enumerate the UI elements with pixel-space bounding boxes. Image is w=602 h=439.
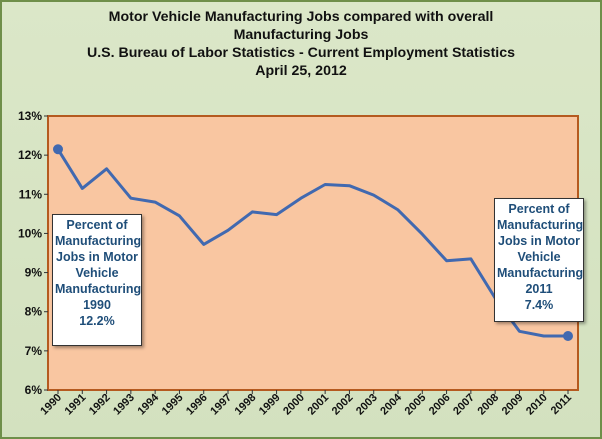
- callout-1990-line-7: 12.2%: [79, 314, 115, 328]
- callout-2011-line-4: Vehicle: [517, 250, 561, 264]
- title-line-2: Manufacturing Jobs: [233, 27, 369, 43]
- callout-1990: Percent of Manufacturing Jobs in Motor V…: [52, 214, 142, 346]
- callout-2011-line-7: 7.4%: [524, 298, 554, 312]
- x-axis: 1990199119921993199419951996199719981999…: [38, 390, 574, 417]
- x-tick-label: 1996: [184, 392, 210, 418]
- y-tick-label: 12%: [18, 148, 42, 162]
- x-tick-label: 1994: [135, 391, 161, 417]
- callout-2011-line-1: Percent of: [508, 202, 570, 216]
- y-tick-label: 8%: [25, 305, 43, 319]
- callout-2011-line-5: Manufacturing: [497, 266, 584, 280]
- y-tick-label: 9%: [25, 266, 43, 280]
- x-tick-label: 2006: [427, 392, 453, 418]
- x-tick-label: 1993: [111, 392, 137, 418]
- callout-2011: Percent of Manufacturing Jobs in Motor V…: [494, 198, 584, 322]
- title-line-1: Motor Vehicle Manufacturing Jobs compare…: [108, 9, 494, 25]
- x-tick-label: 1991: [63, 392, 89, 418]
- y-tick-label: 11%: [19, 187, 43, 201]
- x-tick-label: 1997: [208, 392, 234, 418]
- x-tick-label: 1999: [257, 392, 283, 418]
- callout-1990-line-4: Vehicle: [75, 266, 119, 280]
- title-line-3: U.S. Bureau of Labor Statistics - Curren…: [86, 45, 516, 61]
- callout-1990-line-3: Jobs in Motor: [56, 250, 138, 264]
- x-tick-label: 2007: [451, 392, 477, 418]
- title-line-4: April 25, 2012: [255, 63, 347, 79]
- y-tick-label: 6%: [25, 383, 43, 397]
- x-tick-label: 1995: [160, 392, 186, 418]
- callout-1990-line-5: Manufacturing: [55, 282, 142, 296]
- y-tick-label: 10%: [18, 226, 42, 240]
- x-tick-label: 1992: [87, 392, 113, 418]
- x-tick-label: 2001: [305, 392, 331, 418]
- y-axis: 6% 7% 8% 9% 10% 11% 12% 13%: [18, 109, 48, 397]
- callout-1990-line-6: 1990: [83, 298, 111, 312]
- x-tick-label: 2010: [524, 392, 550, 418]
- chart-title: Motor Vehicle Manufacturing Jobs compare…: [2, 8, 600, 80]
- x-tick-label: 2009: [500, 392, 526, 418]
- x-tick-label: 1998: [233, 392, 259, 418]
- callout-1990-line-1: Percent of: [66, 218, 128, 232]
- data-point-marker: [53, 144, 63, 155]
- x-tick-label: 1990: [38, 392, 64, 418]
- series-layer: [53, 144, 573, 341]
- series-line: [56, 148, 568, 338]
- x-tick-label: 2002: [330, 392, 356, 418]
- x-tick-label: 2000: [281, 392, 307, 418]
- callout-2011-line-2: Manufacturing: [497, 218, 584, 232]
- x-tick-label: 2004: [378, 391, 404, 417]
- y-tick-label: 13%: [18, 109, 42, 123]
- x-tick-label: 2005: [403, 392, 429, 418]
- x-tick-label: 2003: [354, 392, 380, 418]
- x-tick-label: 2008: [475, 392, 501, 418]
- callout-2011-line-6: 2011: [525, 282, 553, 296]
- callout-2011-line-3: Jobs in Motor: [498, 234, 580, 248]
- callout-1990-line-2: Manufacturing: [55, 234, 142, 248]
- data-point-marker: [563, 330, 573, 341]
- x-tick-label: 2011: [549, 392, 574, 417]
- y-tick-label: 7%: [25, 344, 43, 358]
